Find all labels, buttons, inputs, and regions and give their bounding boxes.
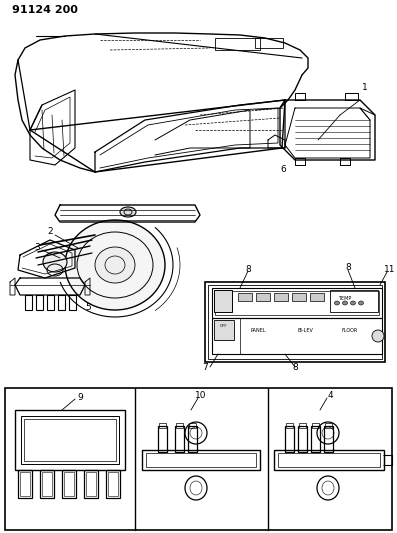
Ellipse shape [120, 207, 136, 217]
Text: 2: 2 [47, 228, 53, 237]
Text: PANEL: PANEL [250, 327, 266, 333]
Bar [42, 472, 52, 496]
Bar [25, 295, 32, 310]
Text: TEMP: TEMP [338, 295, 352, 301]
Ellipse shape [95, 247, 135, 283]
Bar [62, 470, 76, 498]
Bar [310, 293, 324, 301]
Bar [286, 423, 293, 428]
Text: 8: 8 [245, 265, 251, 274]
Ellipse shape [335, 301, 339, 305]
Ellipse shape [343, 301, 347, 305]
Bar [299, 423, 306, 428]
Bar [215, 291, 379, 315]
Bar [188, 426, 197, 452]
Bar [292, 293, 306, 301]
Bar [175, 426, 184, 452]
Bar [214, 290, 232, 312]
Text: 91124 200: 91124 200 [12, 5, 78, 15]
Ellipse shape [372, 330, 384, 342]
Bar [64, 472, 74, 496]
Text: 1: 1 [362, 84, 368, 93]
Bar [330, 290, 378, 312]
Bar [274, 293, 288, 301]
Text: 4: 4 [327, 392, 333, 400]
Bar [15, 410, 125, 470]
Bar [142, 450, 260, 470]
Bar [69, 295, 76, 310]
Ellipse shape [351, 301, 355, 305]
Ellipse shape [358, 301, 364, 305]
Bar [189, 423, 196, 428]
Bar [58, 295, 65, 310]
Bar [325, 423, 332, 428]
Bar [285, 426, 294, 452]
Bar [212, 318, 382, 354]
Bar [208, 285, 382, 359]
Bar [311, 426, 320, 452]
Bar [256, 293, 270, 301]
Bar [21, 416, 119, 464]
Bar [205, 282, 385, 362]
Bar [384, 455, 392, 465]
Bar [176, 423, 183, 428]
Text: BI-LEV: BI-LEV [297, 327, 313, 333]
Bar [146, 453, 256, 467]
Ellipse shape [65, 220, 165, 310]
Bar [324, 426, 333, 452]
Bar [255, 38, 283, 48]
Text: 9: 9 [77, 393, 83, 402]
Text: 8: 8 [292, 364, 298, 373]
Bar [274, 450, 384, 470]
Text: 6: 6 [280, 166, 286, 174]
Bar [108, 472, 118, 496]
Text: 8: 8 [345, 263, 351, 272]
Text: 10: 10 [195, 392, 207, 400]
Text: 5: 5 [85, 303, 91, 311]
Text: OFF: OFF [220, 324, 228, 328]
Bar [20, 472, 30, 496]
Bar [159, 423, 166, 428]
Bar [47, 295, 54, 310]
Bar [215, 38, 260, 50]
Bar [312, 423, 319, 428]
Bar [278, 453, 380, 467]
Bar [36, 295, 43, 310]
Bar [214, 320, 234, 340]
Ellipse shape [43, 252, 67, 272]
Bar [298, 426, 307, 452]
Text: 3: 3 [34, 243, 40, 252]
Bar [106, 470, 120, 498]
Text: FLOOR: FLOOR [342, 327, 358, 333]
Bar [212, 288, 382, 318]
Bar [84, 470, 98, 498]
Bar [24, 419, 116, 461]
Bar [158, 426, 167, 452]
Bar [86, 472, 96, 496]
Bar [5, 388, 392, 530]
Text: 11: 11 [384, 265, 396, 274]
Bar [238, 293, 252, 301]
Text: 7: 7 [202, 364, 208, 373]
Bar [18, 470, 32, 498]
Bar [40, 470, 54, 498]
